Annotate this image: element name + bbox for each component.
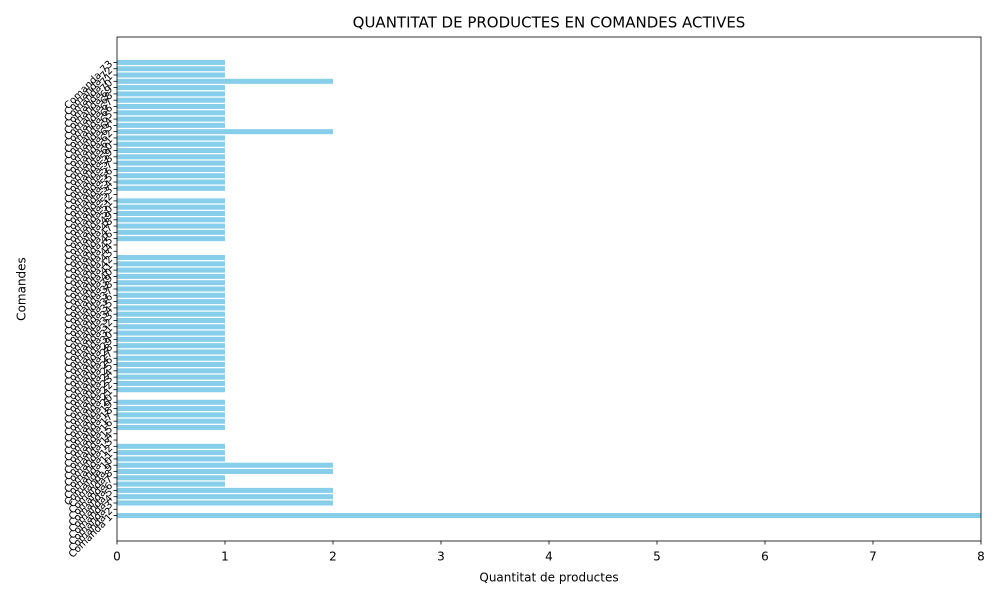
bar bbox=[117, 513, 981, 519]
bar bbox=[117, 122, 225, 128]
bar bbox=[117, 273, 225, 279]
x-tick-label: 3 bbox=[437, 550, 445, 564]
bar bbox=[117, 456, 225, 462]
bar bbox=[117, 255, 225, 261]
bar bbox=[117, 229, 225, 235]
bar bbox=[117, 267, 225, 273]
bar bbox=[117, 116, 225, 122]
bar bbox=[117, 494, 333, 500]
bar bbox=[117, 475, 225, 481]
bar bbox=[117, 443, 225, 449]
bar bbox=[117, 336, 225, 342]
bar bbox=[117, 160, 225, 166]
bar bbox=[117, 330, 225, 336]
bar bbox=[117, 198, 225, 204]
bar bbox=[117, 185, 225, 191]
bar bbox=[117, 406, 225, 412]
bar bbox=[117, 349, 225, 355]
bar bbox=[117, 223, 225, 229]
bar bbox=[117, 91, 225, 97]
bar bbox=[117, 343, 225, 349]
bar bbox=[117, 399, 225, 405]
x-tick-label: 1 bbox=[221, 550, 229, 564]
bar bbox=[117, 299, 225, 305]
bar bbox=[117, 97, 225, 103]
x-axis-label: Quantitat de productes bbox=[479, 571, 618, 585]
bar bbox=[117, 469, 333, 475]
bar bbox=[117, 204, 225, 210]
plot-frame bbox=[116, 36, 982, 542]
bar bbox=[117, 141, 225, 147]
bar bbox=[117, 135, 225, 141]
x-tick-label: 7 bbox=[869, 550, 877, 564]
bar bbox=[117, 387, 225, 393]
bar bbox=[117, 380, 225, 386]
bar bbox=[117, 129, 333, 135]
bar bbox=[117, 292, 225, 298]
bar bbox=[117, 85, 225, 91]
bar bbox=[117, 462, 333, 468]
x-tick-label: 0 bbox=[113, 550, 121, 564]
bar bbox=[117, 305, 225, 311]
bar bbox=[117, 217, 225, 223]
x-tick-label: 2 bbox=[329, 550, 337, 564]
bar bbox=[117, 355, 225, 361]
bar bbox=[117, 280, 225, 286]
bar bbox=[117, 487, 333, 493]
bar bbox=[117, 481, 225, 487]
bar bbox=[117, 317, 225, 323]
bar bbox=[117, 418, 225, 424]
bar bbox=[117, 311, 225, 317]
bar bbox=[117, 424, 225, 430]
bar bbox=[117, 261, 225, 267]
bar bbox=[117, 236, 225, 242]
bar bbox=[117, 374, 225, 380]
bar bbox=[117, 362, 225, 368]
bar bbox=[117, 368, 225, 374]
bar bbox=[117, 103, 225, 109]
bar bbox=[117, 110, 225, 116]
chart-title: QUANTITAT DE PRODUCTES EN COMANDES ACTIV… bbox=[353, 14, 746, 32]
bar bbox=[117, 72, 225, 78]
bar bbox=[117, 166, 225, 172]
bar bbox=[117, 210, 225, 216]
bar bbox=[117, 286, 225, 292]
bar bbox=[117, 500, 333, 506]
x-tick-label: 4 bbox=[545, 550, 553, 564]
x-tick-label: 6 bbox=[761, 550, 769, 564]
x-tick-label: 5 bbox=[653, 550, 661, 564]
bar bbox=[117, 59, 225, 65]
bar bbox=[117, 324, 225, 330]
bar bbox=[117, 450, 225, 456]
bar bbox=[117, 179, 225, 185]
bar bbox=[117, 66, 225, 72]
bar bbox=[117, 148, 225, 154]
bar bbox=[117, 173, 225, 179]
bar bbox=[117, 78, 333, 84]
bar bbox=[117, 154, 225, 160]
y-axis-label: Comandes bbox=[15, 257, 29, 321]
bar bbox=[117, 412, 225, 418]
x-tick-label: 8 bbox=[977, 550, 985, 564]
